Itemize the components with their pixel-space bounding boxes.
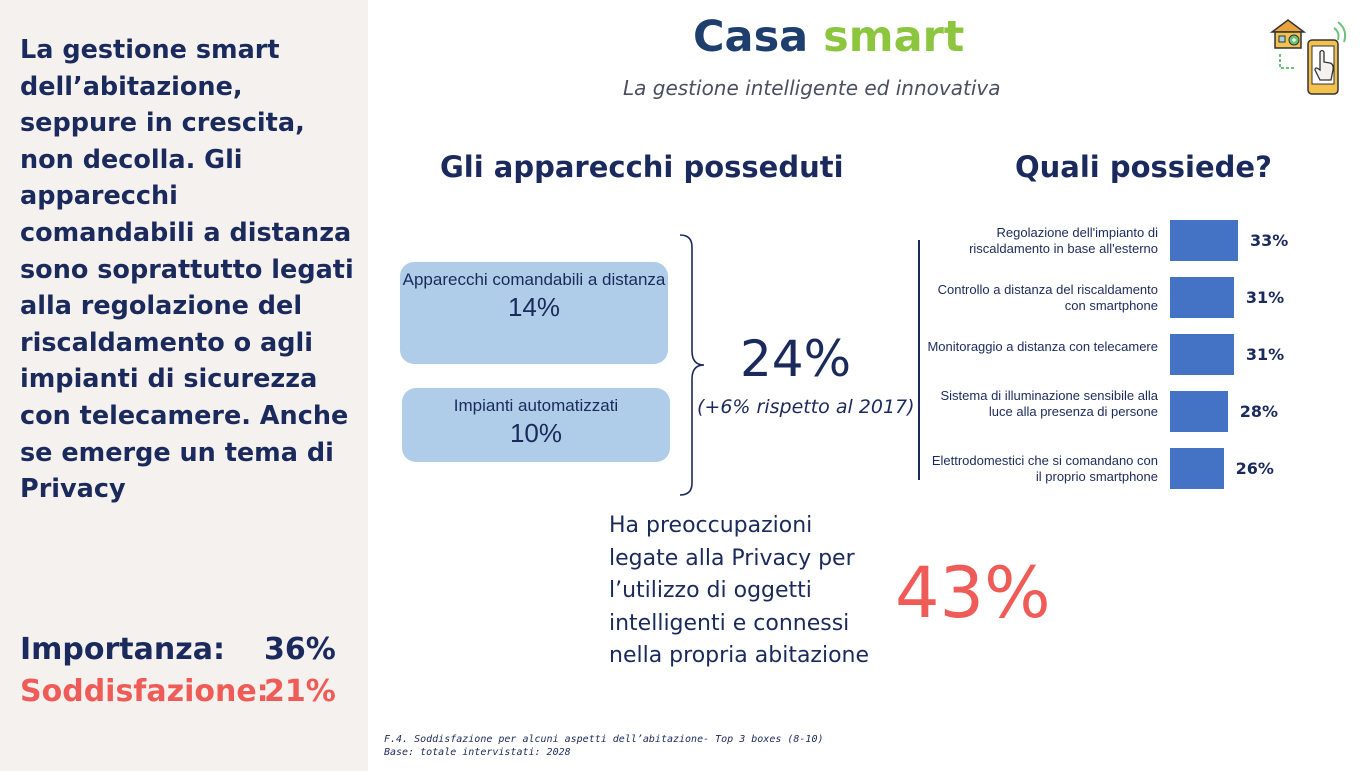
kpi-soddisfazione-value: 21% <box>264 674 336 709</box>
page-subtitle: La gestione intelligente ed innovativa <box>623 76 1001 100</box>
smart-home-phone-icon <box>1269 19 1347 95</box>
pill-comandabili-label: Apparecchi comandabili a distanza <box>402 270 666 289</box>
bar <box>1170 277 1234 318</box>
kpi-soddisfazione-label: Soddisfazione: <box>20 674 269 709</box>
bar-label: Regolazione dell'impianto di riscaldamen… <box>969 224 1158 256</box>
privacy-text: Ha preoccupazioni legate alla Privacy pe… <box>609 513 870 668</box>
total-percentage: 24% <box>740 330 852 388</box>
pill-comandabili: Apparecchi comandabili a distanza 14% <box>400 262 668 364</box>
title-casa: Casa <box>693 12 809 62</box>
pill-automatizzati: Impianti automatizzati 10% <box>402 388 670 462</box>
privacy-percentage: 43% <box>895 552 1051 634</box>
kpi-importanza-value: 36% <box>264 632 336 667</box>
bar-label: Controllo a distanza del riscaldamento c… <box>937 281 1158 313</box>
bar <box>1170 334 1234 375</box>
bar <box>1170 220 1238 261</box>
heading-quali-possiede: Quali possiede? <box>1015 150 1272 184</box>
grouping-brace <box>679 234 705 496</box>
page-title: Casa smart <box>0 12 1372 62</box>
bar-value-label: 28% <box>1239 402 1278 421</box>
bar-label: Sistema di illuminazione sensibile alla … <box>940 387 1159 419</box>
footnote-question: F.4. Soddisfazione per alcuni aspetti de… <box>384 734 824 745</box>
bar <box>1170 448 1224 489</box>
bar-value-label: 31% <box>1245 288 1285 307</box>
bar-label: Monitoraggio a distanza con telecamere <box>927 338 1158 354</box>
sidebar-summary-text: La gestione smart dell’abitazione, seppu… <box>20 35 354 505</box>
bar-value-label: 33% <box>1250 231 1289 250</box>
total-delta: (+6% rispetto al 2017) <box>697 396 915 418</box>
bar-value-label: 26% <box>1235 459 1274 478</box>
bar-value-label: 31% <box>1245 345 1285 364</box>
heading-apparecchi-posseduti: Gli apparecchi posseduti <box>440 150 844 184</box>
title-smart: smart <box>823 12 965 62</box>
pill-comandabili-value: 14% <box>507 292 561 322</box>
kpi-importanza-label: Importanza: <box>20 632 225 667</box>
bar-label: Elettrodomestici che si comandano con il… <box>931 452 1158 484</box>
bar <box>1170 391 1228 432</box>
chart-axis-line <box>918 240 920 480</box>
sidebar-panel: La gestione smart dell’abitazione, seppu… <box>0 0 368 771</box>
footnote-base: Base: totale intervistati: 2028 <box>384 747 571 758</box>
pill-automatizzati-value: 10% <box>509 418 563 448</box>
pill-automatizzati-label: Impianti automatizzati <box>453 396 619 415</box>
